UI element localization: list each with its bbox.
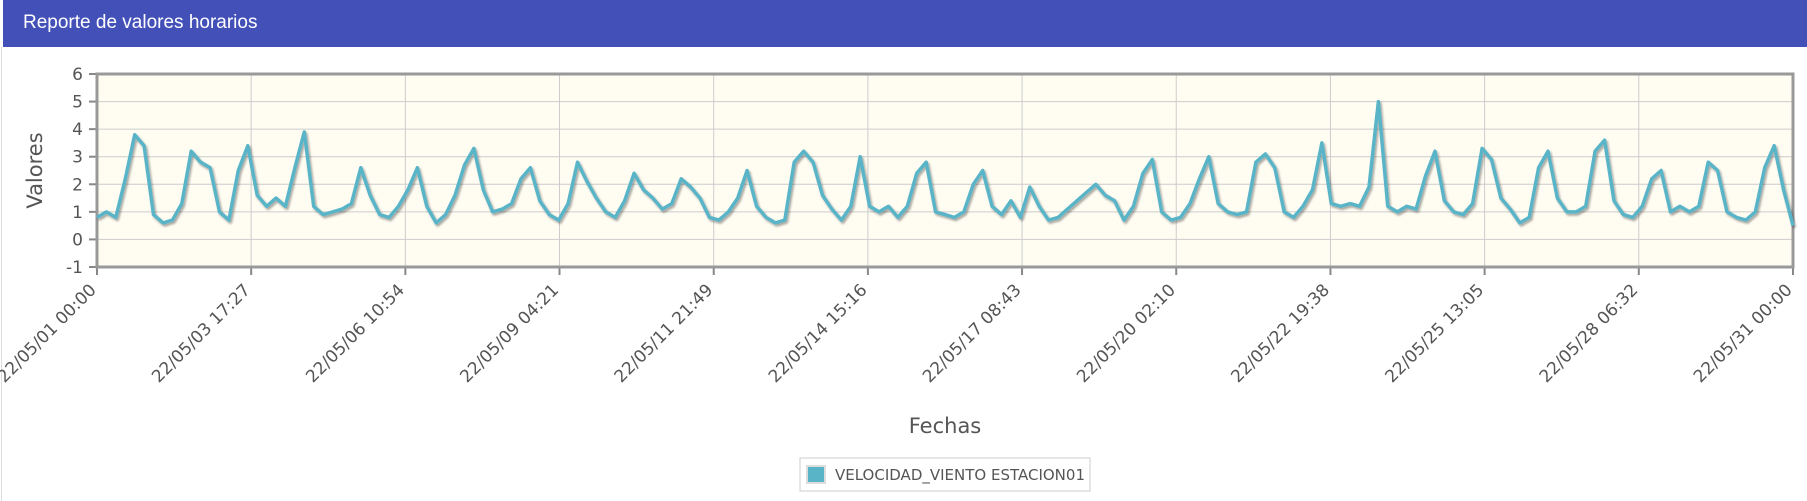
x-tick-label: 22/05/20 02:10: [1073, 280, 1180, 387]
x-tick-label: 22/05/03 17:27: [148, 280, 255, 387]
y-tick-label: 2: [72, 175, 83, 195]
x-tick-label: 22/05/09 04:21: [456, 280, 563, 387]
y-tick-label: 4: [72, 120, 83, 140]
legend: VELOCIDAD_VIENTO ESTACION01: [799, 457, 1091, 492]
x-tick-label: 22/05/06 10:54: [302, 280, 409, 387]
legend-label: VELOCIDAD_VIENTO ESTACION01: [835, 466, 1085, 485]
x-tick-label: 22/05/01 00:00: [0, 280, 101, 387]
x-tick-label: 22/05/14 15:16: [765, 280, 872, 387]
y-tick-label: 1: [72, 203, 83, 223]
header-title: Reporte de valores horarios: [3, 0, 1807, 47]
data-line: [96, 99, 1795, 227]
x-tick-label: 22/05/22 19:38: [1227, 280, 1334, 387]
x-tick-label: 22/05/17 08:43: [919, 280, 1026, 387]
y-tick-label: 0: [72, 230, 83, 250]
x-axis-title: Fechas: [909, 414, 982, 438]
y-axis-title: Valores: [23, 132, 47, 208]
plot-border: [95, 72, 1795, 269]
x-tick-label: 22/05/25 13:05: [1382, 280, 1489, 387]
plot-background: [97, 74, 1793, 267]
legend-swatch: [806, 465, 826, 484]
y-tick-label: 6: [72, 65, 83, 85]
x-tick-label: 22/05/28 06:32: [1536, 280, 1643, 387]
x-tick-label: 22/05/31 00:00: [1690, 280, 1797, 387]
y-tick-label: 3: [72, 148, 83, 168]
x-tick-label: 22/05/11 21:49: [611, 280, 718, 387]
y-tick-label: 5: [72, 93, 83, 113]
y-tick-label: -1: [66, 258, 83, 278]
legend-box: [799, 457, 1091, 492]
